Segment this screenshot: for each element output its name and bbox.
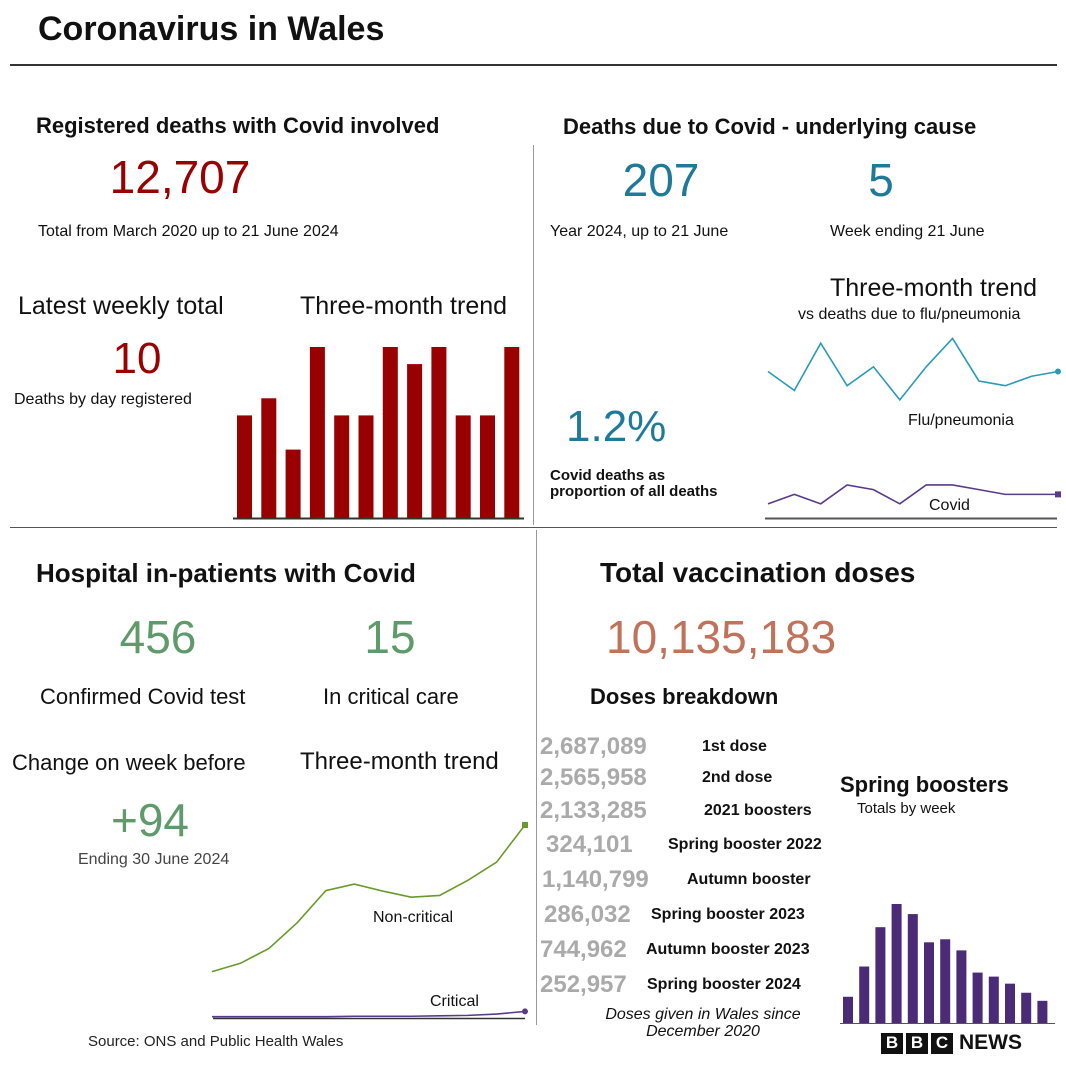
dose-label: Autumn booster 2023 (646, 941, 810, 958)
hospital-trend-heading: Three-month trend (300, 748, 499, 775)
proportion-value: 1.2% (566, 402, 667, 451)
dose-value: 252,957 (540, 971, 627, 998)
vaccination-heading: Total vaccination doses (600, 557, 916, 588)
change-heading: Change on week before (12, 750, 246, 775)
dose-label: Spring booster 2023 (651, 906, 805, 923)
spring-heading: Spring boosters (840, 772, 1009, 797)
bar (907, 914, 918, 1023)
dose-value: 2,687,089 (540, 733, 647, 760)
dose-label: 2021 boosters (704, 802, 812, 819)
flu-series-label: Flu/pneumonia (908, 412, 1014, 429)
bar (480, 415, 495, 518)
bar (382, 347, 398, 518)
weekly-value: 10 (112, 334, 162, 383)
page-title: Coronavirus in Wales (38, 10, 385, 48)
bar (875, 927, 886, 1023)
weekly-heading: Latest weekly total (18, 292, 224, 320)
bar (940, 939, 951, 1023)
year-label: Year 2024, up to 21 June (550, 223, 729, 240)
change-value: +94 (110, 794, 190, 846)
covid-end-marker (1055, 491, 1061, 498)
proportion-label-2: proportion of all deaths (550, 483, 718, 500)
bar (261, 398, 277, 518)
bar (334, 415, 350, 518)
underlying-trend-sub: vs deaths due to flu/pneumonia (798, 306, 1021, 323)
bar (843, 996, 853, 1023)
dose-label: 2nd dose (702, 769, 773, 786)
bar (358, 415, 374, 518)
confirmed-label: Confirmed Covid test (40, 684, 246, 709)
covid-line (767, 484, 1058, 505)
critical-value: 15 (364, 611, 416, 663)
noncritical-end-marker (522, 822, 528, 828)
doses-footnote-1: Doses given in Wales since (605, 1006, 801, 1023)
divider (10, 64, 1057, 66)
bar (988, 976, 999, 1023)
vaccination-total: 10,135,183 (606, 611, 837, 663)
week-value: 5 (868, 154, 894, 206)
bar (309, 347, 325, 518)
weekly-label: Deaths by day registered (14, 391, 192, 408)
underlying-trend-heading: Three-month trend (830, 274, 1038, 302)
registered-total: 12,707 (109, 151, 251, 203)
dose-value: 2,565,958 (540, 764, 647, 791)
critical-end-marker (522, 1008, 528, 1015)
covid-series-label: Covid (929, 497, 970, 514)
hospital-heading: Hospital in-patients with Covid (36, 558, 416, 588)
bar (972, 972, 983, 1023)
dose-value: 744,962 (540, 936, 627, 963)
dose-label: 1st dose (702, 738, 767, 755)
dose-value: 1,140,799 (542, 866, 649, 893)
bar (956, 950, 967, 1023)
bar (431, 347, 447, 518)
dose-label: Spring booster 2022 (668, 836, 822, 853)
bar (1037, 1000, 1048, 1023)
noncritical-series-label: Non-critical (373, 909, 453, 926)
bar (504, 347, 520, 518)
registered-heading: Registered deaths with Covid involved (36, 113, 440, 138)
year-value: 207 (622, 154, 700, 206)
doses-footnote-2: December 2020 (646, 1023, 760, 1040)
bar (924, 942, 934, 1023)
registered-total-label: Total from March 2020 up to 21 June 2024 (38, 223, 339, 240)
divider (10, 527, 1057, 528)
dose-label: Autumn booster (687, 871, 811, 888)
bar (1005, 983, 1015, 1023)
trend-heading: Three-month trend (300, 292, 508, 320)
confirmed-value: 456 (119, 611, 197, 663)
critical-line (212, 1010, 526, 1018)
flu-line (767, 337, 1059, 402)
bar (455, 415, 471, 518)
divider (536, 530, 537, 1025)
divider (533, 145, 534, 525)
bar (407, 364, 423, 518)
noncritical-line (211, 824, 526, 973)
bbc-news-logo: B B C NEWS (881, 1031, 1022, 1055)
breakdown-heading: Doses breakdown (590, 684, 779, 709)
dose-value: 324,101 (546, 831, 633, 858)
week-label: Week ending 21 June (830, 223, 985, 240)
spring-sub: Totals by week (857, 800, 956, 817)
dose-value: 286,032 (544, 901, 631, 928)
bar (1021, 992, 1032, 1023)
bar (285, 449, 301, 518)
critical-series-label: Critical (430, 993, 479, 1010)
bar (237, 415, 252, 518)
bar (891, 904, 902, 1023)
proportion-label-1: Covid deaths as (550, 467, 666, 484)
underlying-heading: Deaths due to Covid - underlying cause (563, 114, 977, 139)
dose-label: Spring booster 2024 (647, 976, 801, 993)
flu-end-marker (1055, 368, 1061, 375)
source-note: Source: ONS and Public Health Wales (88, 1033, 344, 1050)
bar (859, 966, 870, 1023)
dose-value: 2,133,285 (540, 797, 647, 824)
change-label: Ending 30 June 2024 (78, 851, 230, 868)
critical-label: In critical care (323, 684, 459, 709)
